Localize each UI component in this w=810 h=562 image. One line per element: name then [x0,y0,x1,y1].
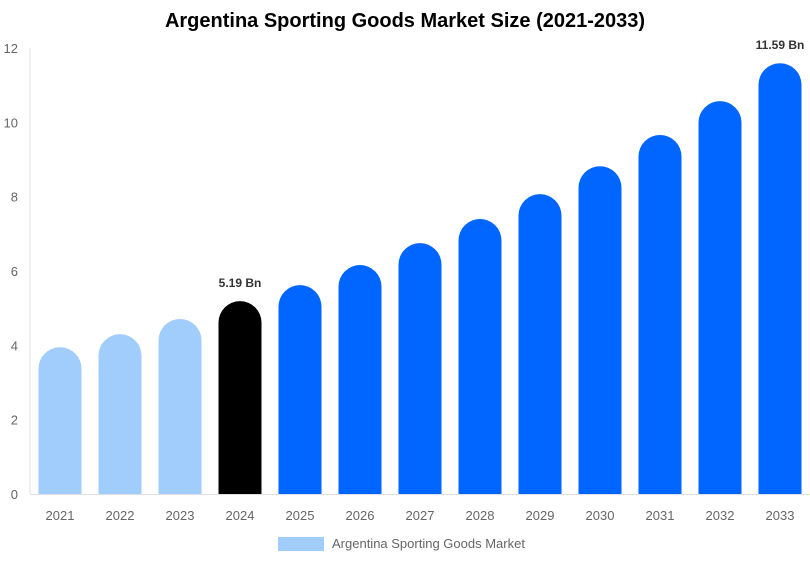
data-label-2024: 5.19 Bn [219,276,262,290]
y-tick-label: 4 [11,338,18,353]
y-tick-label: 12 [4,41,18,56]
bar-2028 [458,218,502,494]
bar-2023 [158,318,202,494]
legend[interactable]: Argentina Sporting Goods Market [278,536,525,551]
bar-2021 [38,347,82,494]
bar-chart: 0 2 4 6 8 10 12 2021 2022 2023 2024 5.19 Bn 2025 2026… [4,38,810,523]
x-tick-label: 2026 [346,508,375,523]
y-tick-label: 10 [4,115,18,130]
bar-2026 [338,265,382,494]
data-label-2033: 11.59 Bn [756,38,805,52]
x-tick-label: 2031 [646,508,675,523]
legend-swatch [278,536,324,551]
y-tick-label: 2 [11,413,18,428]
x-tick-label: 2022 [106,508,135,523]
x-tick-label: 2033 [766,508,795,523]
y-tick-label: 6 [11,264,18,279]
bar-2030 [578,166,622,494]
bar-2024 [218,301,262,494]
legend-label: Argentina Sporting Goods Market [332,536,525,551]
x-tick-label: 2030 [586,508,615,523]
bar-2027 [398,243,442,494]
x-tick-label: 2032 [706,508,735,523]
bar-2033 [758,63,802,494]
y-tick-label: 8 [11,190,18,205]
x-tick-label: 2024 [226,508,255,523]
x-tick-label: 2028 [466,508,495,523]
x-tick-label: 2025 [286,508,315,523]
bar-2031 [638,134,682,494]
bar-2025 [278,285,322,494]
x-tick-label: 2027 [406,508,435,523]
y-tick-label: 0 [11,487,18,502]
bar-2029 [518,194,562,494]
x-tick-label: 2021 [46,508,75,523]
x-tick-label: 2029 [526,508,555,523]
chart-title: Argentina Sporting Goods Market Size (20… [164,10,646,32]
x-tick-label: 2023 [166,508,195,523]
bar-2022 [98,334,142,494]
bar-2032 [698,101,742,495]
